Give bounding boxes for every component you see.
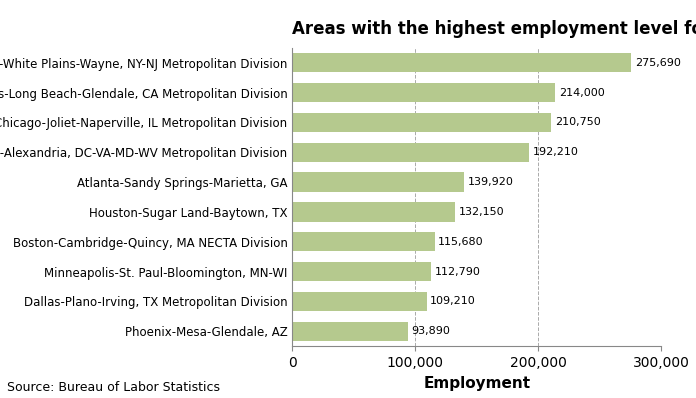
Bar [292, 83, 555, 102]
X-axis label: Employment: Employment [423, 376, 530, 390]
Bar [292, 232, 434, 252]
Text: 93,890: 93,890 [411, 326, 450, 336]
Text: 192,210: 192,210 [532, 147, 578, 157]
Text: 275,690: 275,690 [635, 58, 681, 68]
Text: Source: Bureau of Labor Statistics: Source: Bureau of Labor Statistics [7, 381, 220, 394]
Bar [292, 292, 427, 311]
Bar [292, 53, 631, 72]
Bar [292, 322, 408, 341]
Bar [292, 172, 464, 192]
Bar [292, 262, 431, 281]
Text: 210,750: 210,750 [555, 117, 601, 127]
Text: Areas with the highest employment level for Management Occupations, May 2011: Areas with the highest employment level … [292, 20, 696, 38]
Text: 214,000: 214,000 [559, 88, 605, 98]
Text: 132,150: 132,150 [459, 207, 504, 217]
Text: 109,210: 109,210 [430, 297, 476, 306]
Text: 115,680: 115,680 [438, 237, 484, 247]
Bar [292, 113, 551, 132]
Bar [292, 142, 529, 162]
Text: 112,790: 112,790 [435, 267, 480, 277]
Text: 139,920: 139,920 [468, 177, 514, 187]
Bar [292, 202, 454, 222]
